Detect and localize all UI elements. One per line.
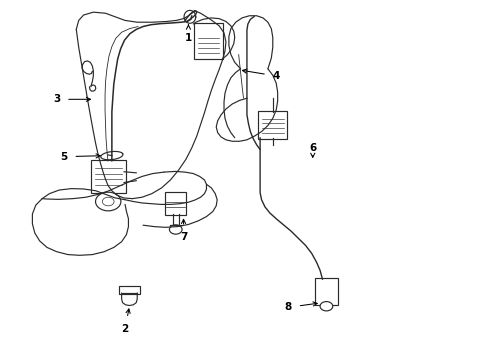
FancyBboxPatch shape [257,111,287,139]
Circle shape [102,197,114,206]
Text: 2: 2 [121,309,130,334]
Text: 7: 7 [180,219,187,242]
Text: 3: 3 [53,94,90,104]
FancyBboxPatch shape [315,278,337,305]
Circle shape [169,225,182,234]
FancyBboxPatch shape [91,160,125,193]
Text: 8: 8 [284,302,317,312]
Circle shape [95,192,121,211]
FancyBboxPatch shape [119,286,140,294]
Circle shape [320,302,332,311]
FancyBboxPatch shape [164,192,186,215]
FancyBboxPatch shape [194,23,222,59]
Text: 5: 5 [61,152,100,162]
Text: 1: 1 [184,25,192,43]
Text: 4: 4 [242,69,279,81]
Text: 6: 6 [308,143,316,157]
